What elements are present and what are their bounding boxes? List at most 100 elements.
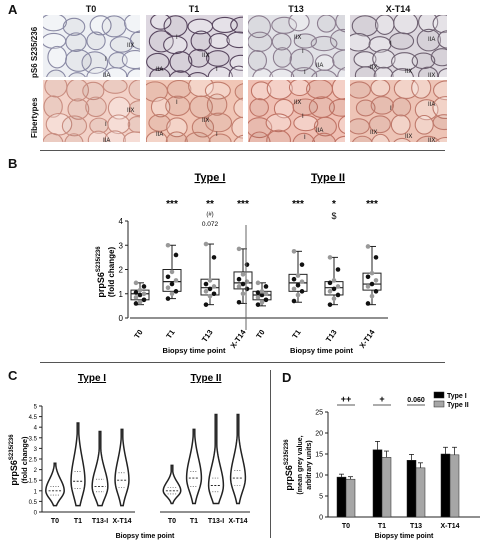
data-point xyxy=(165,274,171,280)
muscle-fiber xyxy=(370,96,394,115)
muscle-fiber xyxy=(64,133,84,142)
data-point xyxy=(244,279,250,284)
muscle-fiber xyxy=(150,96,171,118)
fiber-type-label: IIX xyxy=(127,108,135,114)
y-tick-label: 1 xyxy=(119,290,124,299)
data-point xyxy=(295,273,301,278)
fiber-outlines xyxy=(146,80,243,142)
x-tick-label: T13-I xyxy=(92,518,108,525)
x-axis-label: Biopsy time point xyxy=(116,533,175,540)
x-tick-label: T13 xyxy=(410,523,422,530)
legend-label: Type II xyxy=(447,402,469,409)
muscle-fiber xyxy=(331,80,345,100)
muscle-fiber xyxy=(204,81,231,100)
muscle-fiber xyxy=(272,47,292,68)
histology-tile: I IIX IIA xyxy=(43,15,140,77)
data-point xyxy=(335,292,341,298)
histology-tile: I IIX IIA I xyxy=(146,15,243,77)
muscle-fiber xyxy=(432,96,447,120)
muscle-fiber xyxy=(109,36,134,53)
y-tick-label: 2 xyxy=(34,468,38,474)
fiber-type-label: IIA xyxy=(156,132,164,138)
col-head-t0: T0 xyxy=(85,4,97,14)
muscle-fiber xyxy=(146,52,170,71)
data-point xyxy=(365,244,371,249)
bar xyxy=(336,476,347,518)
y-tick-label: 20 xyxy=(315,431,323,438)
muscle-fiber xyxy=(128,80,140,101)
data-point xyxy=(236,276,242,282)
y-axis-sublabel-2: arbitrary units) xyxy=(306,440,313,489)
data-point xyxy=(327,280,333,286)
legend-swatch xyxy=(433,391,445,399)
data-point xyxy=(373,278,379,283)
muscle-fiber xyxy=(391,97,412,117)
data-point xyxy=(295,282,301,288)
panel-d-barchart: 0 5 10 15 20 25 prpS6S235/236 (mean grey value,… xyxy=(284,391,480,540)
muscle-fiber xyxy=(311,132,337,142)
x-tick-label: T13 xyxy=(324,328,339,344)
muscle-fiber xyxy=(288,15,310,32)
muscle-fiber xyxy=(248,31,273,52)
fiber-type-label: IIA xyxy=(316,128,324,134)
data-point xyxy=(369,293,375,299)
significance-marker: ++ xyxy=(341,394,352,404)
significance-marker: ** xyxy=(206,199,214,210)
y-tick-label: 5 xyxy=(34,405,38,411)
muscle-fiber xyxy=(335,15,345,33)
fiber-type-label: IIX xyxy=(405,69,413,75)
data-point xyxy=(240,281,246,287)
violin-shape xyxy=(45,462,65,507)
data-point xyxy=(373,255,379,260)
data-point xyxy=(211,255,217,260)
muscle-fiber xyxy=(148,30,174,53)
fiber-type-label: I xyxy=(105,122,107,128)
data-point xyxy=(295,292,301,298)
y-tick-label: 3 xyxy=(34,447,38,453)
x-tick-label: T0 xyxy=(254,328,266,340)
muscle-fiber xyxy=(102,80,128,94)
fiber-type-label: I xyxy=(176,100,178,106)
data-point xyxy=(255,280,261,286)
col-head-t1: T1 xyxy=(188,4,200,14)
x-tick-label: X-T14 xyxy=(229,327,249,350)
x-tick-label: T1 xyxy=(164,328,176,340)
muscle-fiber xyxy=(166,117,188,138)
muscle-fiber xyxy=(337,115,345,134)
data-point xyxy=(173,278,179,283)
muscle-fiber xyxy=(290,67,318,77)
muscle-fiber xyxy=(414,114,434,135)
data-point xyxy=(291,276,297,282)
col-head-t13: T13 xyxy=(288,4,304,14)
x-tick-label: X-T14 xyxy=(440,523,459,530)
muscle-fiber xyxy=(334,135,345,142)
muscle-fiber xyxy=(393,137,411,142)
muscle-fiber xyxy=(146,131,168,142)
y-tick-label: 2.5 xyxy=(29,458,38,464)
data-point xyxy=(369,270,375,276)
muscle-fiber xyxy=(337,67,345,77)
y-axis-sublabel: (fold change) xyxy=(107,247,116,298)
x-tick-label: T0 xyxy=(51,518,59,525)
muscle-fiber xyxy=(416,135,440,142)
muscle-fiber xyxy=(43,132,64,142)
muscle-fiber xyxy=(391,52,419,71)
data-point xyxy=(244,286,250,292)
violin-shape xyxy=(185,428,203,505)
significance-marker: * xyxy=(332,199,336,210)
fiber-outlines xyxy=(146,15,243,77)
significance-marker: *** xyxy=(292,199,304,210)
y-tick-label: 2 xyxy=(119,266,124,275)
muscle-fiber xyxy=(107,96,131,120)
fiber-outlines xyxy=(43,80,140,142)
muscle-fiber xyxy=(288,80,311,97)
muscle-fiber xyxy=(205,112,233,133)
violin-shape xyxy=(70,422,86,507)
data-point xyxy=(365,301,371,306)
significance-extra: (#) xyxy=(206,212,213,218)
data-point xyxy=(133,280,139,286)
x-tick-label: T0 xyxy=(342,523,350,530)
fiber-type-label: I xyxy=(105,57,107,63)
muscle-fiber xyxy=(432,114,447,131)
data-point xyxy=(255,290,261,295)
